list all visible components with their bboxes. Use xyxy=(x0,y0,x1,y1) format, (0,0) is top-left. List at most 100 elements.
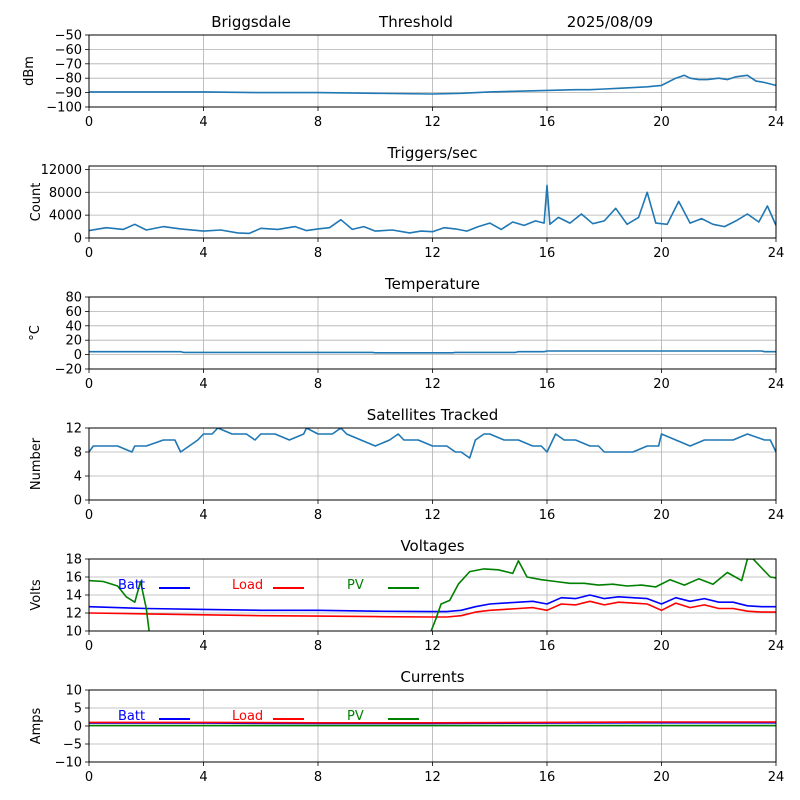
x-tick-label: 0 xyxy=(85,770,93,785)
subplot-satellites: 0 4 8 12 16 20 24 0 4 8 12 Satellites Tracked Number xyxy=(29,406,784,523)
series-line-temperature-0 xyxy=(89,350,776,354)
series-line-triggers-0 xyxy=(89,184,776,235)
x-tick-label: 4 xyxy=(199,770,207,785)
x-tick-label: 8 xyxy=(314,115,322,130)
x-tick-label: 4 xyxy=(199,508,207,523)
y-tick-label: −20 xyxy=(55,363,82,378)
y-tick-label: 4000 xyxy=(49,209,82,224)
x-tick-label: 16 xyxy=(539,639,556,654)
y-tick-label: 20 xyxy=(65,334,82,349)
y-tick-label: 80 xyxy=(65,291,82,306)
x-tick-label: 20 xyxy=(653,639,670,654)
y-axis-label: Number xyxy=(29,437,44,490)
y-axis-label: °C xyxy=(28,325,43,341)
x-tick-label: 16 xyxy=(539,115,556,130)
y-tick-label: −60 xyxy=(55,43,82,58)
y-tick-label: −5 xyxy=(63,738,82,753)
x-tick-label: 20 xyxy=(653,115,670,130)
x-tick-label: 0 xyxy=(85,115,93,130)
subplot-title: Voltages xyxy=(400,537,464,555)
y-tick-label: 12000 xyxy=(41,163,82,178)
y-tick-label: −10 xyxy=(55,756,82,771)
y-tick-label: 10 xyxy=(65,684,82,699)
x-tick-label: 24 xyxy=(768,246,785,261)
x-tick-label: 4 xyxy=(199,639,207,654)
x-tick-label: 8 xyxy=(314,508,322,523)
x-tick-label: 8 xyxy=(314,770,322,785)
subplot-threshold: 0 4 8 12 16 20 24 −100−90−80−70−60−50 dBm xyxy=(22,29,784,131)
y-tick-label: 0 xyxy=(74,232,82,247)
x-tick-label: 12 xyxy=(424,246,441,261)
x-tick-label: 8 xyxy=(314,377,322,392)
legend-label-batt: Batt xyxy=(118,578,145,593)
legend-label-load: Load xyxy=(232,578,263,593)
x-tick-label: 24 xyxy=(768,377,785,392)
y-tick-label: −70 xyxy=(55,57,82,72)
x-tick-label: 8 xyxy=(314,246,322,261)
series-line-currents-load xyxy=(89,721,776,724)
y-tick-label: −80 xyxy=(55,72,82,87)
y-tick-label: 8000 xyxy=(49,186,82,201)
y-tick-label: −100 xyxy=(46,101,82,116)
subplot-triggers: 0 4 8 12 16 20 24 0 4000 8000 12000 Triggers/sec Cou… xyxy=(29,144,784,261)
x-tick-label: 24 xyxy=(768,639,785,654)
x-tick-label: 0 xyxy=(85,246,93,261)
x-tick-label: 8 xyxy=(314,639,322,654)
y-tick-label: 0 xyxy=(74,494,82,509)
header-label: Threshold xyxy=(378,13,453,31)
x-tick-label: 12 xyxy=(424,770,441,785)
x-tick-label: 20 xyxy=(653,770,670,785)
subplot-title: Triggers/sec xyxy=(387,144,478,162)
x-tick-label: 0 xyxy=(85,639,93,654)
series-line-satellites-0 xyxy=(89,428,776,459)
x-tick-label: 16 xyxy=(539,246,556,261)
x-tick-label: 20 xyxy=(653,246,670,261)
x-tick-label: 24 xyxy=(768,115,785,130)
subplot-voltages: 0 4 8 12 16 20 24 10 12 14 16 18 Voltages Volts Batt Lo… xyxy=(29,537,784,654)
x-tick-label: 20 xyxy=(653,377,670,392)
legend-label-pv: PV xyxy=(347,709,364,724)
y-tick-label: 8 xyxy=(74,446,82,461)
y-axis-label: Count xyxy=(29,183,44,222)
x-tick-label: 0 xyxy=(85,508,93,523)
subplot-title: Temperature xyxy=(384,275,480,293)
x-tick-label: 20 xyxy=(653,508,670,523)
header-date: 2025/08/09 xyxy=(567,13,653,31)
x-tick-label: 16 xyxy=(539,770,556,785)
x-tick-label: 4 xyxy=(199,377,207,392)
legend-label-load: Load xyxy=(232,709,263,724)
legend-label-batt: Batt xyxy=(118,709,145,724)
y-tick-label: 18 xyxy=(65,553,82,568)
y-tick-label: 16 xyxy=(65,571,82,586)
y-axis-label: Amps xyxy=(29,707,44,744)
x-tick-label: 4 xyxy=(199,115,207,130)
x-tick-label: 12 xyxy=(424,639,441,654)
y-tick-label: 12 xyxy=(65,607,82,622)
series-line-threshold-0 xyxy=(89,74,776,95)
series-line-voltages-batt xyxy=(89,594,776,613)
x-tick-label: 12 xyxy=(424,508,441,523)
y-tick-label: 5 xyxy=(74,702,82,717)
y-tick-label: −90 xyxy=(55,86,82,101)
header-station: Briggsdale xyxy=(211,13,291,31)
x-tick-label: 12 xyxy=(424,115,441,130)
x-tick-label: 24 xyxy=(768,770,785,785)
y-tick-label: 0 xyxy=(74,720,82,735)
y-axis-label: Volts xyxy=(29,579,44,611)
subplot-currents: 0 4 8 12 16 20 24 −10 −5 0 5 10 Currents Amps Batt Load… xyxy=(29,668,784,785)
x-tick-label: 16 xyxy=(539,508,556,523)
y-tick-label: 40 xyxy=(65,319,82,334)
series-line-voltages-load xyxy=(89,600,776,618)
x-tick-label: 4 xyxy=(199,246,207,261)
y-tick-label: −50 xyxy=(55,29,82,44)
x-tick-label: 16 xyxy=(539,377,556,392)
legend-label-pv: PV xyxy=(347,578,364,593)
x-tick-label: 24 xyxy=(768,508,785,523)
x-tick-label: 0 xyxy=(85,377,93,392)
subplot-title: Satellites Tracked xyxy=(367,406,498,424)
y-tick-label: 14 xyxy=(65,589,82,604)
